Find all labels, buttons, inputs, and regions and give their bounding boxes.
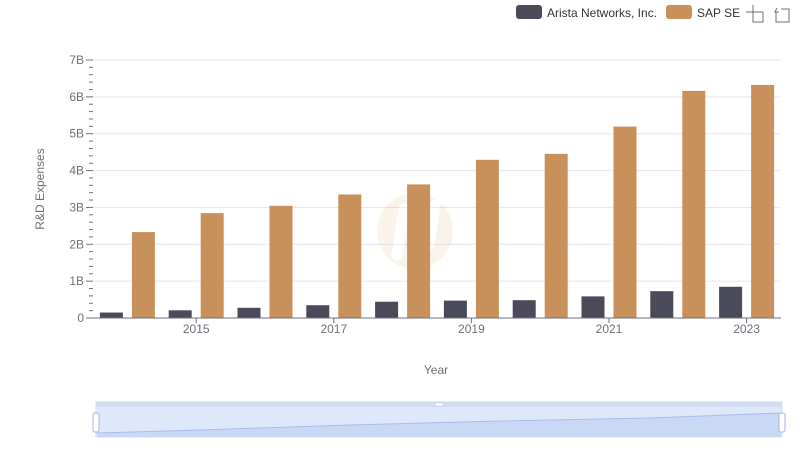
bar-sap-2021[interactable]	[613, 126, 637, 319]
bar-arista-2021[interactable]	[581, 296, 605, 318]
bar-arista-2020[interactable]	[512, 300, 536, 318]
legend-swatch-sap	[666, 5, 692, 19]
bar-sap-2015[interactable]	[200, 213, 224, 318]
bar-arista-2018[interactable]	[375, 301, 399, 318]
y-tick-label: 0	[77, 311, 84, 325]
bar-arista-2022[interactable]	[650, 291, 674, 318]
bar-arista-2023[interactable]	[719, 286, 743, 318]
y-tick-label: 6B	[69, 90, 84, 104]
slider-left-handle[interactable]	[92, 412, 100, 433]
bar-arista-2017[interactable]	[306, 305, 330, 318]
bar-sap-2023[interactable]	[751, 84, 775, 318]
bars	[99, 84, 775, 319]
y-tick-label: 7B	[69, 53, 84, 67]
x-axis-tick-labels: 2015 2017 2019 2021 2023	[183, 318, 760, 336]
y-tick-label: 4B	[69, 164, 84, 178]
y-tick-label: 2B	[69, 237, 84, 251]
x-tick-label: 2019	[458, 322, 485, 336]
slider-right-handle[interactable]	[778, 412, 786, 433]
legend-label-arista: Arista Networks, Inc.	[547, 6, 657, 20]
bar-arista-2014[interactable]	[99, 312, 123, 318]
y-axis-minor-ticks	[86, 59, 93, 319]
x-tick-label: 2015	[183, 322, 210, 336]
zoom-select-icon[interactable]	[746, 5, 764, 23]
bar-arista-2019[interactable]	[443, 300, 467, 318]
bar-sap-2016[interactable]	[269, 205, 293, 318]
data-zoom-slider[interactable]	[92, 401, 786, 438]
legend-item-arista[interactable]: Arista Networks, Inc.	[516, 5, 657, 20]
y-axis-tick-labels: 0 1B 2B 3B 4B 5B 6B 7B	[69, 53, 84, 325]
x-axis-title: Year	[424, 363, 448, 377]
bar-sap-2018[interactable]	[407, 184, 431, 318]
x-tick-label: 2023	[733, 322, 760, 336]
bar-sap-2017[interactable]	[338, 194, 362, 318]
bar-sap-2022[interactable]	[682, 90, 706, 318]
legend-label-sap: SAP SE	[697, 6, 740, 20]
legend-swatch-arista	[516, 5, 542, 19]
y-tick-label: 5B	[69, 127, 84, 141]
drag-handle-icon[interactable]	[434, 402, 444, 407]
x-tick-label: 2017	[320, 322, 347, 336]
y-axis-title: R&D Expenses	[33, 148, 47, 229]
bar-sap-2020[interactable]	[544, 153, 568, 318]
zoom-reset-icon[interactable]	[774, 7, 790, 23]
y-tick-label: 1B	[69, 274, 84, 288]
bar-sap-2014[interactable]	[131, 232, 155, 318]
bar-arista-2015[interactable]	[168, 310, 192, 318]
slider-preview-line	[96, 412, 782, 434]
y-tick-label: 3B	[69, 200, 84, 214]
legend: Arista Networks, Inc. SAP SE	[516, 5, 740, 20]
x-tick-label: 2021	[596, 322, 623, 336]
bar-sap-2019[interactable]	[475, 159, 499, 318]
legend-item-sap[interactable]: SAP SE	[666, 5, 740, 20]
bar-arista-2016[interactable]	[237, 307, 261, 318]
